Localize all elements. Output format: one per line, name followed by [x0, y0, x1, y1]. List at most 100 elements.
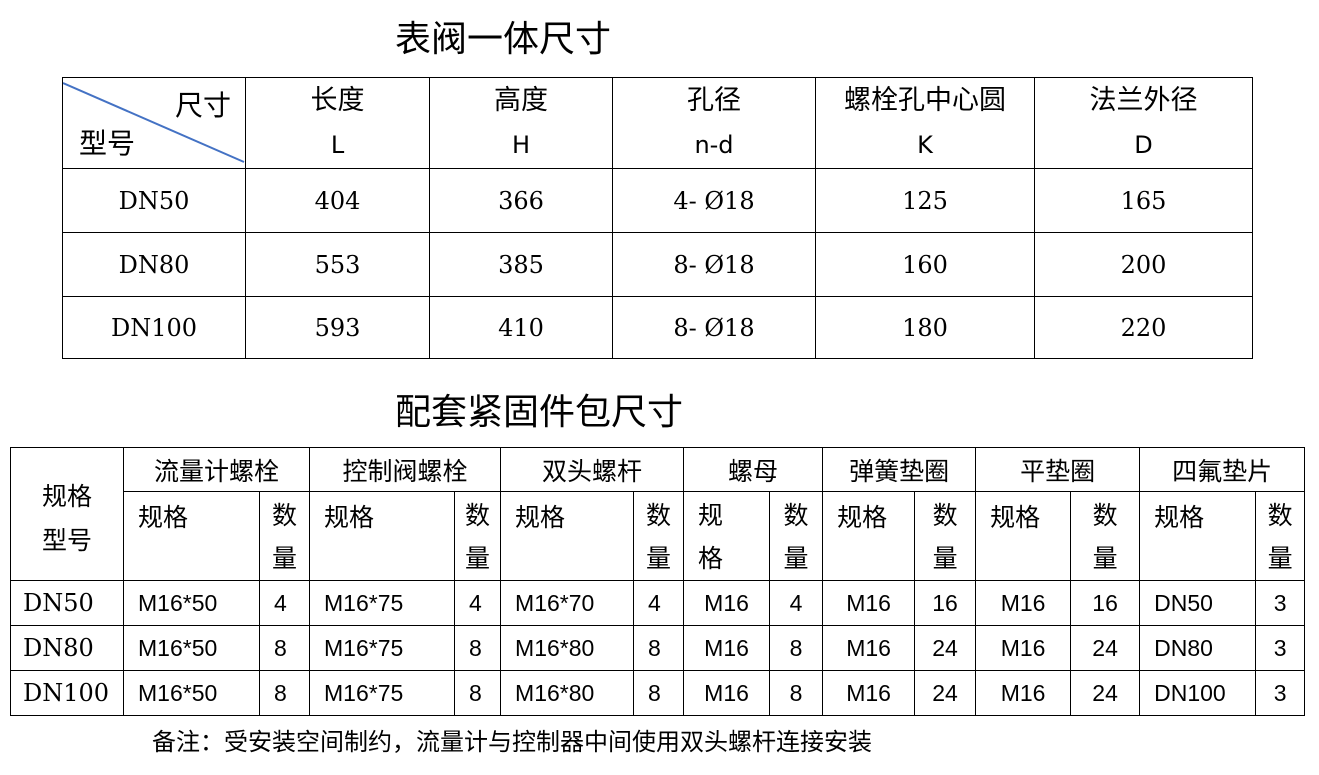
quantity-cell: 8	[633, 670, 685, 716]
header-cell: 法兰外径 D	[1034, 77, 1253, 169]
title-valve-dimensions: 表阀一体尺寸	[395, 19, 612, 60]
quantity-header: 数量	[1255, 491, 1306, 581]
valve-dimensions-table: 尺寸 型号 长度 L 高度 H 孔径 n-d 螺栓孔中心圆 K 法兰外径 D DN50 40…	[62, 77, 1253, 359]
quantity-header: 数量	[258, 491, 311, 581]
group-header-row: 规格 型号 流量计螺栓 控制阀螺栓 双头螺杆 螺母 弹簧垫圈 平垫圈 四氟垫片	[10, 447, 1306, 581]
corner-label-spec: 规格	[41, 482, 92, 511]
quantity-cell: 8	[258, 670, 311, 716]
spec-cell: M16	[822, 625, 916, 671]
spec-header: 规格	[975, 491, 1072, 581]
title-fastener-kit: 配套紧固件包尺寸	[395, 392, 684, 433]
quantity-cell: 24	[1070, 670, 1141, 716]
value-cell: 220	[1034, 296, 1253, 359]
header-name: 孔径	[687, 85, 741, 116]
corner-cell: 尺寸 型号	[62, 77, 246, 169]
spec-cell: M16	[683, 670, 771, 716]
header-name: 法兰外径	[1089, 85, 1198, 116]
model-cell: DN50	[62, 168, 246, 233]
spec-header: 规格	[683, 491, 771, 581]
quantity-header: 数量	[1070, 491, 1141, 581]
value-cell: 180	[815, 296, 1035, 359]
spec-header: 规格	[500, 491, 635, 581]
group-header: 平垫圈	[975, 447, 1141, 492]
quantity-cell: 4	[769, 580, 824, 626]
table-row: DN80 M16*50 8 M16*75 8 M16*80 8 M16 8 M16 24 M16 24 D…	[10, 625, 1306, 671]
quantity-cell: 16	[914, 580, 977, 626]
group-header: 控制阀螺栓	[309, 447, 502, 492]
quantity-cell: 24	[914, 625, 977, 671]
corner-top: 尺寸	[174, 89, 231, 122]
quantity-cell: 4	[633, 580, 685, 626]
header-symbol: n-d	[694, 131, 734, 159]
spec-cell: M16	[822, 670, 916, 716]
spec-cell: M16	[975, 625, 1072, 671]
header-cell: 高度 H	[429, 77, 613, 169]
model-cell: DN80	[10, 625, 124, 671]
table-row: DN100 593 410 8- Ø18 180 220	[62, 296, 1253, 359]
table-row: DN80 553 385 8- Ø18 160 200	[62, 232, 1253, 297]
group-header: 螺母	[683, 447, 824, 492]
value-cell: 125	[815, 168, 1035, 233]
spec-header: 规格	[822, 491, 916, 581]
spec-cell: M16*70	[500, 580, 635, 626]
quantity-header: 数量	[633, 491, 685, 581]
quantity-cell: 8	[769, 670, 824, 716]
diagonal-line	[63, 82, 245, 163]
quantity-header: 数量	[914, 491, 977, 581]
sub-header-row: 规格数量规格数量规格数量规格数量规格数量规格数量规格数量	[11, 491, 1306, 581]
header-symbol: K	[917, 131, 933, 159]
corner-bottom: 型号	[79, 127, 136, 160]
model-cell: DN100	[62, 296, 246, 359]
quantity-cell: 3	[1255, 580, 1306, 626]
value-cell: 8- Ø18	[612, 232, 816, 297]
spec-header: 规格	[123, 491, 260, 581]
corner-label-model: 型号	[41, 526, 92, 555]
spec-header: 规格	[309, 491, 456, 581]
value-cell: 385	[429, 232, 613, 297]
header-cell: 长度 L	[245, 77, 430, 169]
spec-cell: M16	[975, 580, 1072, 626]
quantity-cell: 3	[1255, 625, 1306, 671]
corner-cell: 规格 型号	[10, 447, 124, 581]
value-cell: 366	[429, 168, 613, 233]
quantity-cell: 24	[1070, 625, 1141, 671]
table-row: DN50 M16*50 4 M16*75 4 M16*70 4 M16 4 M16 16 M16 16 D…	[10, 580, 1306, 626]
quantity-cell: 8	[769, 625, 824, 671]
header-cell: 螺栓孔中心圆 K	[815, 77, 1035, 169]
value-cell: 200	[1034, 232, 1253, 297]
value-cell: 160	[815, 232, 1035, 297]
spec-cell: DN80	[1139, 625, 1257, 671]
quantity-cell: 8	[633, 625, 685, 671]
value-cell: 410	[429, 296, 613, 359]
table-row: DN50 404 366 4- Ø18 125 165	[62, 168, 1253, 233]
spec-cell: M16*75	[309, 670, 456, 716]
quantity-header: 数量	[454, 491, 502, 581]
quantity-cell: 8	[454, 670, 502, 716]
spec-cell: M16*50	[123, 670, 260, 716]
spec-cell: M16	[683, 625, 771, 671]
model-cell: DN80	[62, 232, 246, 297]
table-row: DN100 M16*50 8 M16*75 8 M16*80 8 M16 8 M16 24 M16 24…	[10, 670, 1306, 716]
group-header: 弹簧垫圈	[822, 447, 977, 492]
spec-cell: DN100	[1139, 670, 1257, 716]
model-cell: DN100	[10, 670, 124, 716]
header-cell: 孔径 n-d	[612, 77, 816, 169]
quantity-cell: 24	[914, 670, 977, 716]
header-symbol: D	[1134, 131, 1153, 159]
spec-cell: M16*75	[309, 580, 456, 626]
quantity-header: 数量	[769, 491, 824, 581]
spec-cell: DN50	[1139, 580, 1257, 626]
spec-cell: M16*50	[123, 580, 260, 626]
header-symbol: H	[511, 131, 531, 159]
spec-cell: M16*80	[500, 670, 635, 716]
group-header: 四氟垫片	[1139, 447, 1306, 492]
value-cell: 4- Ø18	[612, 168, 816, 233]
footnote: 备注：受安装空间制约，流量计与控制器中间使用双头螺杆连接安装	[152, 728, 872, 756]
value-cell: 404	[245, 168, 430, 233]
header-name: 螺栓孔中心圆	[844, 85, 1006, 116]
spec-cell: M16*80	[500, 625, 635, 671]
value-cell: 593	[245, 296, 430, 359]
quantity-cell: 4	[454, 580, 502, 626]
quantity-cell: 4	[258, 580, 311, 626]
quantity-cell: 8	[454, 625, 502, 671]
